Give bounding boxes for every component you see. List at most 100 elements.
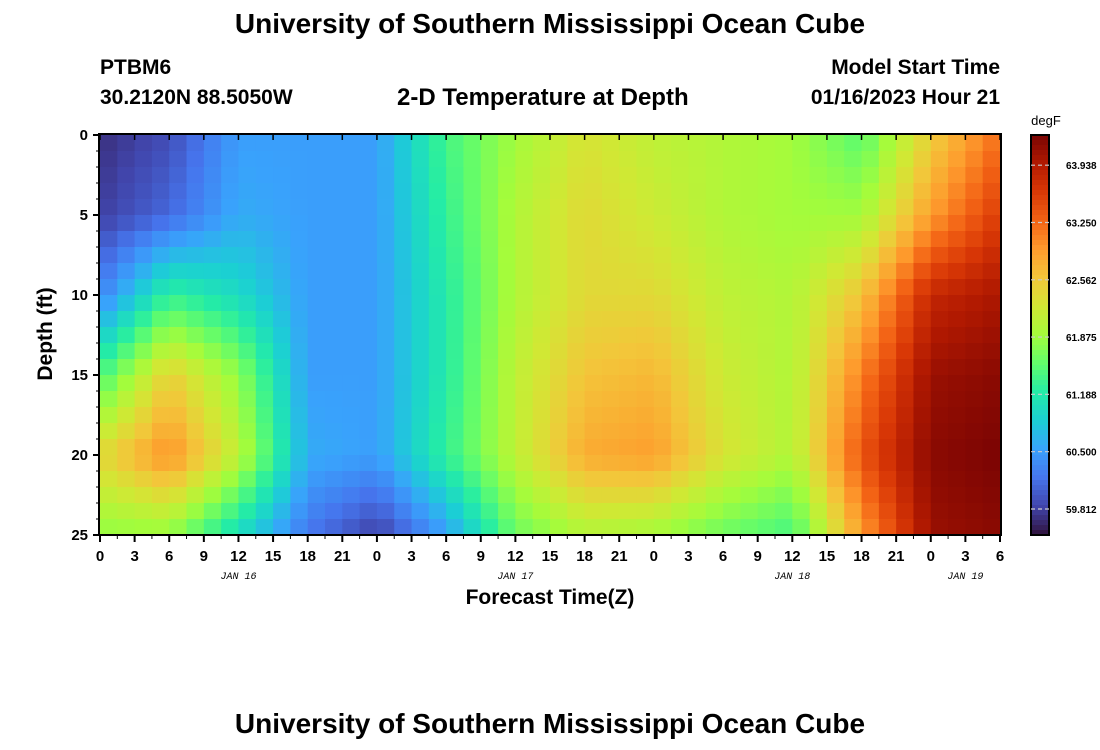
heatmap-cell	[913, 519, 932, 536]
heatmap-cell	[688, 439, 707, 456]
heatmap-cell	[550, 231, 568, 248]
heatmap-cell	[878, 247, 897, 264]
heatmap-cell	[532, 455, 551, 472]
heatmap-cell	[567, 247, 586, 264]
heatmap-cell	[965, 295, 984, 312]
heatmap-cell	[325, 503, 343, 520]
colorbar-segment	[1031, 140, 1049, 146]
heatmap-cell	[221, 407, 240, 424]
heatmap-cell	[480, 439, 499, 456]
heatmap-cell	[325, 327, 343, 344]
colorbar-segment	[1031, 470, 1049, 476]
heatmap-cell	[878, 295, 897, 312]
heatmap-cell	[515, 423, 534, 440]
heatmap-cell	[480, 519, 499, 536]
heatmap-cell	[844, 247, 863, 264]
heatmap-cell	[186, 455, 205, 472]
heatmap-cell	[653, 199, 672, 216]
heatmap-cell	[965, 279, 984, 296]
colorbar-segment	[1031, 275, 1049, 281]
heatmap-cell	[636, 263, 655, 280]
heatmap-cell	[203, 375, 222, 392]
heatmap-cell	[930, 503, 949, 520]
colorbar-segment	[1031, 245, 1049, 251]
heatmap-cell	[221, 311, 240, 328]
heatmap-cell	[775, 135, 793, 152]
heatmap-cell	[221, 375, 240, 392]
heatmap-cell	[238, 135, 257, 152]
heatmap-cell	[688, 151, 707, 168]
heatmap-cell	[948, 311, 966, 328]
heatmap-cell	[498, 263, 516, 280]
heatmap-cell	[342, 183, 361, 200]
heatmap-cell	[463, 151, 482, 168]
heatmap-cell	[359, 215, 378, 232]
heatmap-cell	[151, 519, 170, 536]
heatmap-cell	[896, 263, 915, 280]
heatmap-cell	[515, 343, 534, 360]
heatmap-cell	[238, 279, 257, 296]
heatmap-cell	[878, 375, 897, 392]
heatmap-cell	[325, 487, 343, 504]
model-start-value: 01/16/2023 Hour 21	[810, 86, 1000, 109]
colorbar-segment	[1031, 440, 1049, 446]
heatmap-cell	[169, 407, 188, 424]
heatmap-cell	[221, 503, 240, 520]
heatmap-cell	[775, 439, 793, 456]
heatmap-cell	[965, 455, 984, 472]
heatmap-cell	[480, 295, 499, 312]
heatmap-cell	[913, 231, 932, 248]
heatmap-cell	[498, 295, 516, 312]
heatmap-cell	[861, 263, 880, 280]
heatmap-cell	[948, 135, 966, 152]
heatmap-cell	[965, 231, 984, 248]
heatmap-cell	[930, 215, 949, 232]
heatmap-cell	[238, 199, 257, 216]
heatmap-cell	[636, 519, 655, 536]
heatmap-cell	[723, 295, 741, 312]
heatmap-cell	[463, 311, 482, 328]
heatmap-cell	[896, 503, 915, 520]
heatmap-cell	[151, 311, 170, 328]
colorbar-segment	[1031, 435, 1049, 441]
heatmap-cell	[601, 423, 620, 440]
heatmap-cell	[255, 343, 274, 360]
heatmap-cell	[740, 407, 759, 424]
heatmap-cell	[446, 359, 465, 376]
heatmap-cell	[255, 519, 274, 536]
colorbar-segment	[1031, 165, 1049, 171]
heatmap-cell	[238, 423, 257, 440]
colorbar-segment	[1031, 295, 1049, 301]
heatmap-cell	[376, 439, 395, 456]
colorbar-segment	[1031, 380, 1049, 386]
heatmap-cell	[169, 519, 188, 536]
heatmap-cell	[342, 215, 361, 232]
heatmap-cell	[428, 455, 447, 472]
heatmap-cell	[428, 471, 447, 488]
heatmap-cell	[117, 455, 136, 472]
x-tick-label: 0	[927, 548, 935, 565]
heatmap-cell	[273, 375, 291, 392]
y-axis: 0 5 10 15 20 25	[71, 127, 100, 544]
heatmap-cell	[671, 311, 690, 328]
heatmap-cell	[342, 375, 361, 392]
heatmap-cell	[930, 135, 949, 152]
heatmap-cell	[636, 231, 655, 248]
x-tick-label: 6	[165, 548, 173, 565]
heatmap-cell	[359, 455, 378, 472]
heatmap-cell	[428, 327, 447, 344]
heatmap-cell	[359, 279, 378, 296]
heatmap-cell	[688, 311, 707, 328]
heatmap-cell	[948, 295, 966, 312]
heatmap-cell	[325, 135, 343, 152]
heatmap-cell	[117, 343, 136, 360]
colorbar-tick-label: 62.562	[1066, 276, 1097, 287]
heatmap-cell	[307, 439, 326, 456]
heatmap-cell	[757, 519, 776, 536]
heatmap-cell	[913, 327, 932, 344]
colorbar-segment	[1031, 305, 1049, 311]
heatmap-cell	[411, 199, 430, 216]
heatmap-cell	[636, 375, 655, 392]
heatmap-cell	[878, 279, 897, 296]
heatmap-cell	[896, 151, 915, 168]
